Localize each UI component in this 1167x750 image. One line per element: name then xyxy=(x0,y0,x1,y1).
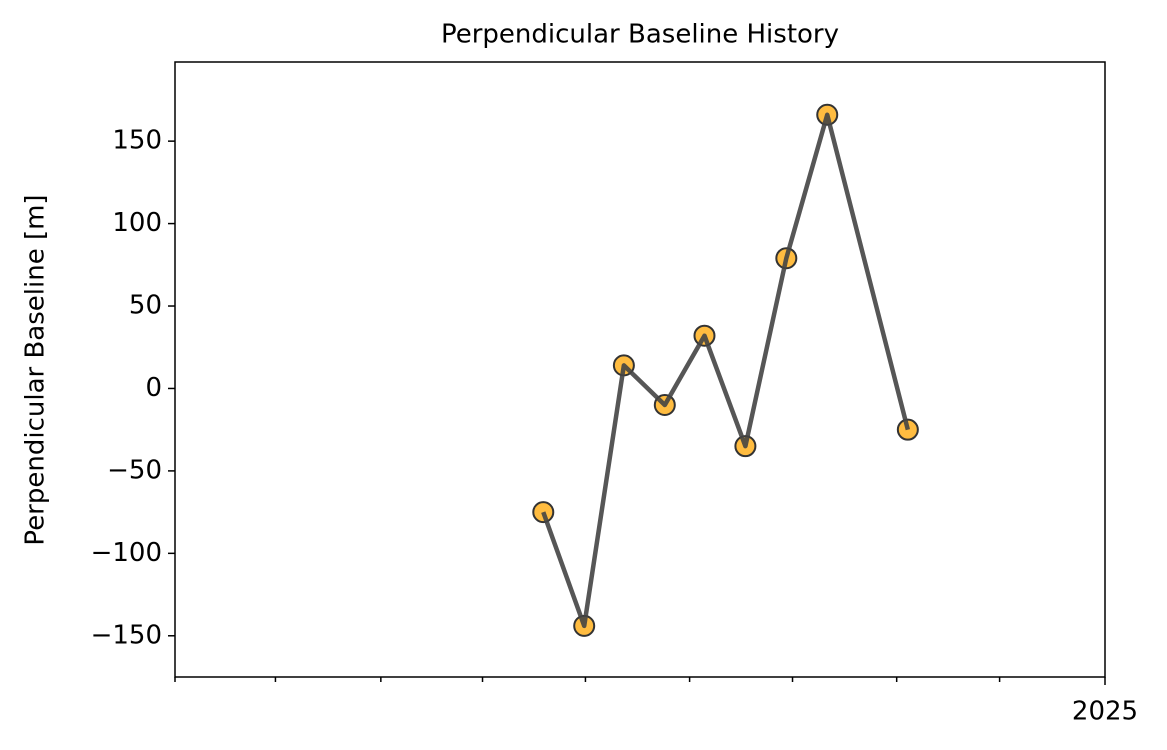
plot-frame xyxy=(174,61,1106,678)
x-tick-label: 2025 xyxy=(1072,697,1138,727)
y-tick-label: −100 xyxy=(91,538,162,568)
y-tick-label: 100 xyxy=(112,208,162,238)
y-tick-label: 150 xyxy=(112,126,162,156)
y-tick-label: 50 xyxy=(129,291,162,321)
chart-title: Perpendicular Baseline History xyxy=(441,20,839,50)
y-tick-label: −50 xyxy=(107,455,162,485)
y-tick-label: 0 xyxy=(145,373,162,403)
y-axis-label: Perpendicular Baseline [m] xyxy=(21,194,51,545)
line xyxy=(541,112,911,629)
y-tick-label: −150 xyxy=(91,620,162,650)
